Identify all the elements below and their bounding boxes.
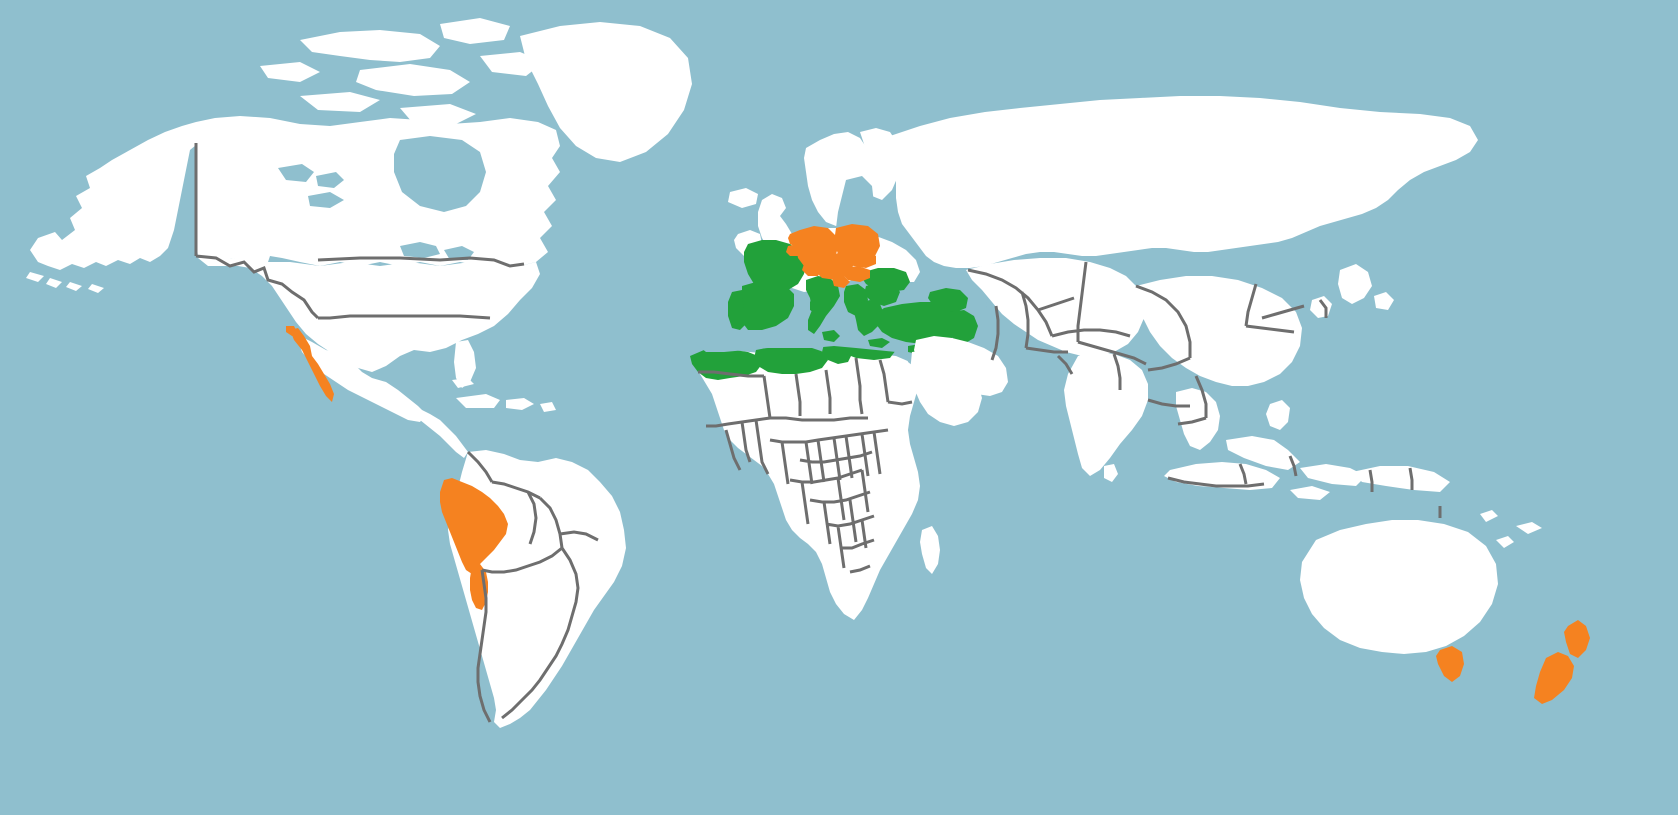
region-caucasus [928,288,968,312]
region-spain [742,282,794,330]
border-asia [967,261,1414,492]
landmass-madagascar [920,526,940,574]
region-baja-california [286,326,334,402]
region-romania [862,268,910,292]
border-africa [698,357,913,574]
hudson-bay [394,136,486,212]
landmass-arabia [910,350,982,426]
region-austria [816,264,846,280]
landmass-australia [1300,520,1498,654]
small-islands [1480,510,1542,548]
border-us-canada [194,143,491,320]
landmass-florida [454,340,476,388]
landmass-russia [890,96,1478,268]
landmass-philippines [1266,400,1290,430]
region-turkey [876,302,966,344]
region-slovenia [832,276,850,288]
region-new-zealand-south [1534,652,1574,704]
region-sicily [822,330,840,342]
region-switzerland [802,262,822,276]
landmass-finland [860,128,900,200]
region-hungary [842,266,870,282]
landmass-sri-lanka [1104,464,1118,482]
landmass-great-britain [758,194,792,252]
region-greece [854,300,884,336]
landmass-group [26,18,1590,728]
region-northwest-iran [946,310,978,344]
landmass-greenland [520,22,692,162]
landmass-china [1136,276,1302,386]
landmass-india [1064,352,1148,476]
canada-lakes [278,164,344,208]
landmass-canada [196,116,560,266]
region-new-zealand-north [1564,620,1590,658]
landmass-central-america [418,408,468,458]
region-italy [806,276,840,334]
great-lakes [400,242,474,260]
baltic-sea [836,176,874,238]
landmass-caribbean [452,378,556,412]
arctic-archipelago [260,18,544,126]
landmass-korea-japan [1310,264,1394,318]
border-south-america [466,450,599,723]
landmass-new-guinea [1352,466,1450,492]
landmass-mexico [296,334,426,422]
landmass-alaska [30,122,196,270]
region-crete [868,338,890,348]
region-northern-algeria [754,346,828,374]
border-us-canada-east [317,256,525,268]
region-tasmania [1436,646,1464,682]
region-peru [440,478,508,574]
landmass-iceland [728,188,758,208]
region-northern-tunisia [822,342,852,364]
region-slovakia [850,252,876,268]
landmass-indonesia [1164,436,1366,500]
landmass-aleutians [26,272,104,293]
